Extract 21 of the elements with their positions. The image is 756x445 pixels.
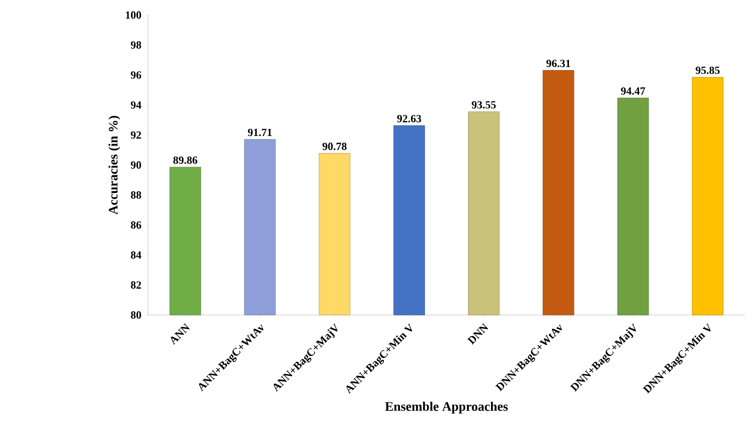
y-tick-label: 90 (130, 161, 142, 169)
y-tick-label: 98 (130, 41, 142, 49)
data-label: 91.71 (248, 128, 272, 136)
y-tick-label: 84 (130, 251, 142, 259)
data-label: 94.47 (621, 87, 646, 95)
y-tick-label: 88 (130, 191, 142, 199)
y-tick-label: 96 (130, 71, 142, 79)
y-tick-label: 92 (130, 131, 142, 139)
data-label: 93.55 (472, 101, 496, 109)
data-label: 92.63 (397, 114, 422, 122)
x-axis-title: Ensemble Approaches (385, 402, 508, 414)
data-label: 89.86 (173, 156, 198, 164)
data-label: 96.31 (546, 60, 570, 68)
y-tick-label: 82 (130, 281, 142, 289)
y-tick-label: 94 (130, 101, 142, 109)
y-axis-title: Accuracies (in %) (108, 116, 120, 215)
y-tick-label: 86 (130, 221, 142, 229)
data-label: 95.85 (696, 66, 720, 74)
data-label: 90.78 (322, 142, 347, 150)
y-tick-label: 100 (126, 11, 142, 19)
y-tick-label: 80 (130, 311, 142, 319)
